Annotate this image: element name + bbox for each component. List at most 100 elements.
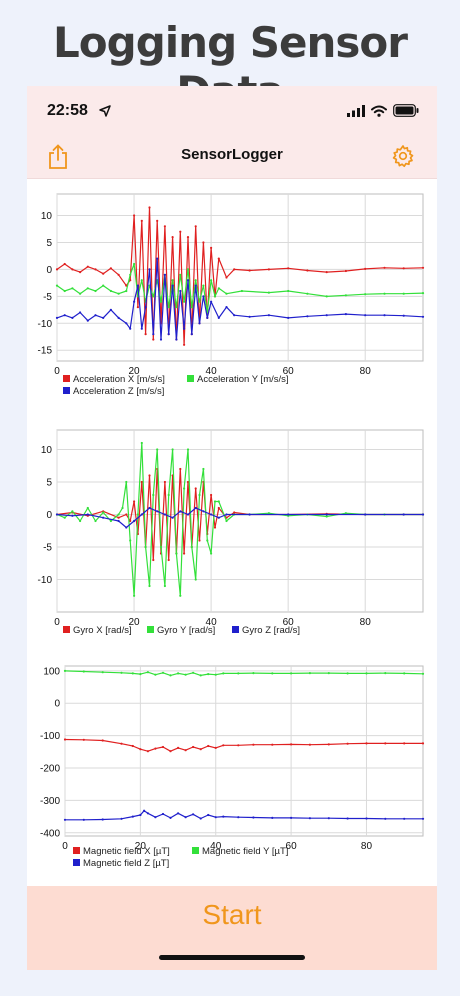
data-point xyxy=(133,300,136,303)
data-point xyxy=(402,267,405,270)
data-point xyxy=(117,273,120,276)
data-point xyxy=(327,672,330,675)
legend-swatch xyxy=(63,387,70,394)
data-point xyxy=(210,552,213,555)
data-point xyxy=(102,284,105,287)
x-tick-label: 20 xyxy=(128,617,140,628)
legend-swatch xyxy=(187,375,194,382)
legend-label: Magnetic field X [µT] xyxy=(83,846,170,857)
data-point xyxy=(154,747,157,750)
data-point xyxy=(140,327,143,330)
data-point xyxy=(364,513,367,516)
legend-label: Acceleration X [m/s/s] xyxy=(73,374,165,385)
data-point xyxy=(140,441,143,445)
x-tick-label: 0 xyxy=(54,617,60,628)
data-point xyxy=(152,295,155,298)
plot-area xyxy=(64,665,424,837)
data-point xyxy=(171,279,174,282)
data-point xyxy=(252,816,255,819)
data-point xyxy=(109,267,112,270)
y-tick-label: -200 xyxy=(40,764,60,775)
data-point xyxy=(117,316,120,319)
data-point xyxy=(146,812,149,815)
data-point xyxy=(148,268,151,271)
data-point xyxy=(133,500,136,503)
data-point xyxy=(271,743,274,746)
data-point xyxy=(184,673,187,676)
data-point xyxy=(163,225,166,228)
data-point xyxy=(402,314,405,317)
data-point xyxy=(222,672,225,675)
data-point xyxy=(346,742,349,745)
data-point xyxy=(139,673,142,676)
data-point xyxy=(136,306,139,309)
data-point xyxy=(198,539,201,542)
y-tick-label: 100 xyxy=(43,666,60,677)
data-point xyxy=(184,749,187,752)
share-icon[interactable] xyxy=(47,144,69,170)
data-point xyxy=(71,287,74,290)
data-point xyxy=(55,268,59,271)
data-point xyxy=(214,816,217,819)
data-point xyxy=(421,513,425,516)
data-point xyxy=(344,512,347,515)
data-point xyxy=(79,519,82,523)
data-point xyxy=(120,742,123,745)
y-tick-label: -10 xyxy=(38,319,53,330)
data-point xyxy=(129,327,132,330)
data-point xyxy=(344,294,347,297)
data-point xyxy=(237,672,240,675)
data-point xyxy=(222,744,225,747)
data-point xyxy=(207,813,210,817)
data-point xyxy=(152,493,155,497)
y-tick-label: 10 xyxy=(41,445,53,456)
data-point xyxy=(194,578,197,581)
data-point xyxy=(148,506,151,510)
data-point xyxy=(140,513,143,516)
data-point xyxy=(344,313,347,316)
data-point xyxy=(71,268,74,271)
data-point xyxy=(179,594,182,597)
y-tick-label: 0 xyxy=(46,510,52,521)
data-point xyxy=(179,289,182,293)
data-point xyxy=(225,276,228,279)
start-button[interactable]: Start xyxy=(27,898,437,932)
data-point xyxy=(217,506,220,510)
data-point xyxy=(287,289,290,293)
data-point xyxy=(271,816,274,819)
data-point xyxy=(71,316,74,319)
legend-label: Gyro Z [rad/s] xyxy=(242,625,300,636)
y-tick-label: 0 xyxy=(54,699,60,710)
data-point xyxy=(175,338,178,341)
x-tick-label: 20 xyxy=(135,841,147,852)
data-point xyxy=(79,311,82,314)
data-point xyxy=(384,742,387,745)
data-point xyxy=(125,284,128,287)
data-point xyxy=(125,513,128,516)
x-tick-label: 40 xyxy=(210,841,222,852)
data-point xyxy=(152,558,155,562)
data-point xyxy=(421,292,425,295)
nav-bar: SensorLogger xyxy=(27,132,437,179)
data-point xyxy=(79,271,82,274)
data-point xyxy=(248,513,251,516)
data-point xyxy=(207,744,210,748)
legend-swatch xyxy=(192,847,199,854)
plot-area xyxy=(56,193,424,362)
data-point xyxy=(102,272,105,275)
y-tick-label: 10 xyxy=(41,211,53,222)
data-point xyxy=(136,513,139,516)
data-point xyxy=(267,268,270,271)
data-point xyxy=(199,674,202,677)
x-tick-label: 80 xyxy=(361,841,373,852)
data-point xyxy=(421,266,425,269)
data-point xyxy=(171,284,174,287)
data-point xyxy=(79,292,82,295)
gear-icon[interactable] xyxy=(391,144,415,168)
data-point xyxy=(171,516,174,519)
data-point xyxy=(144,306,147,309)
data-point xyxy=(102,516,105,519)
data-point xyxy=(198,493,201,497)
data-point xyxy=(167,493,170,497)
data-point xyxy=(194,279,197,282)
